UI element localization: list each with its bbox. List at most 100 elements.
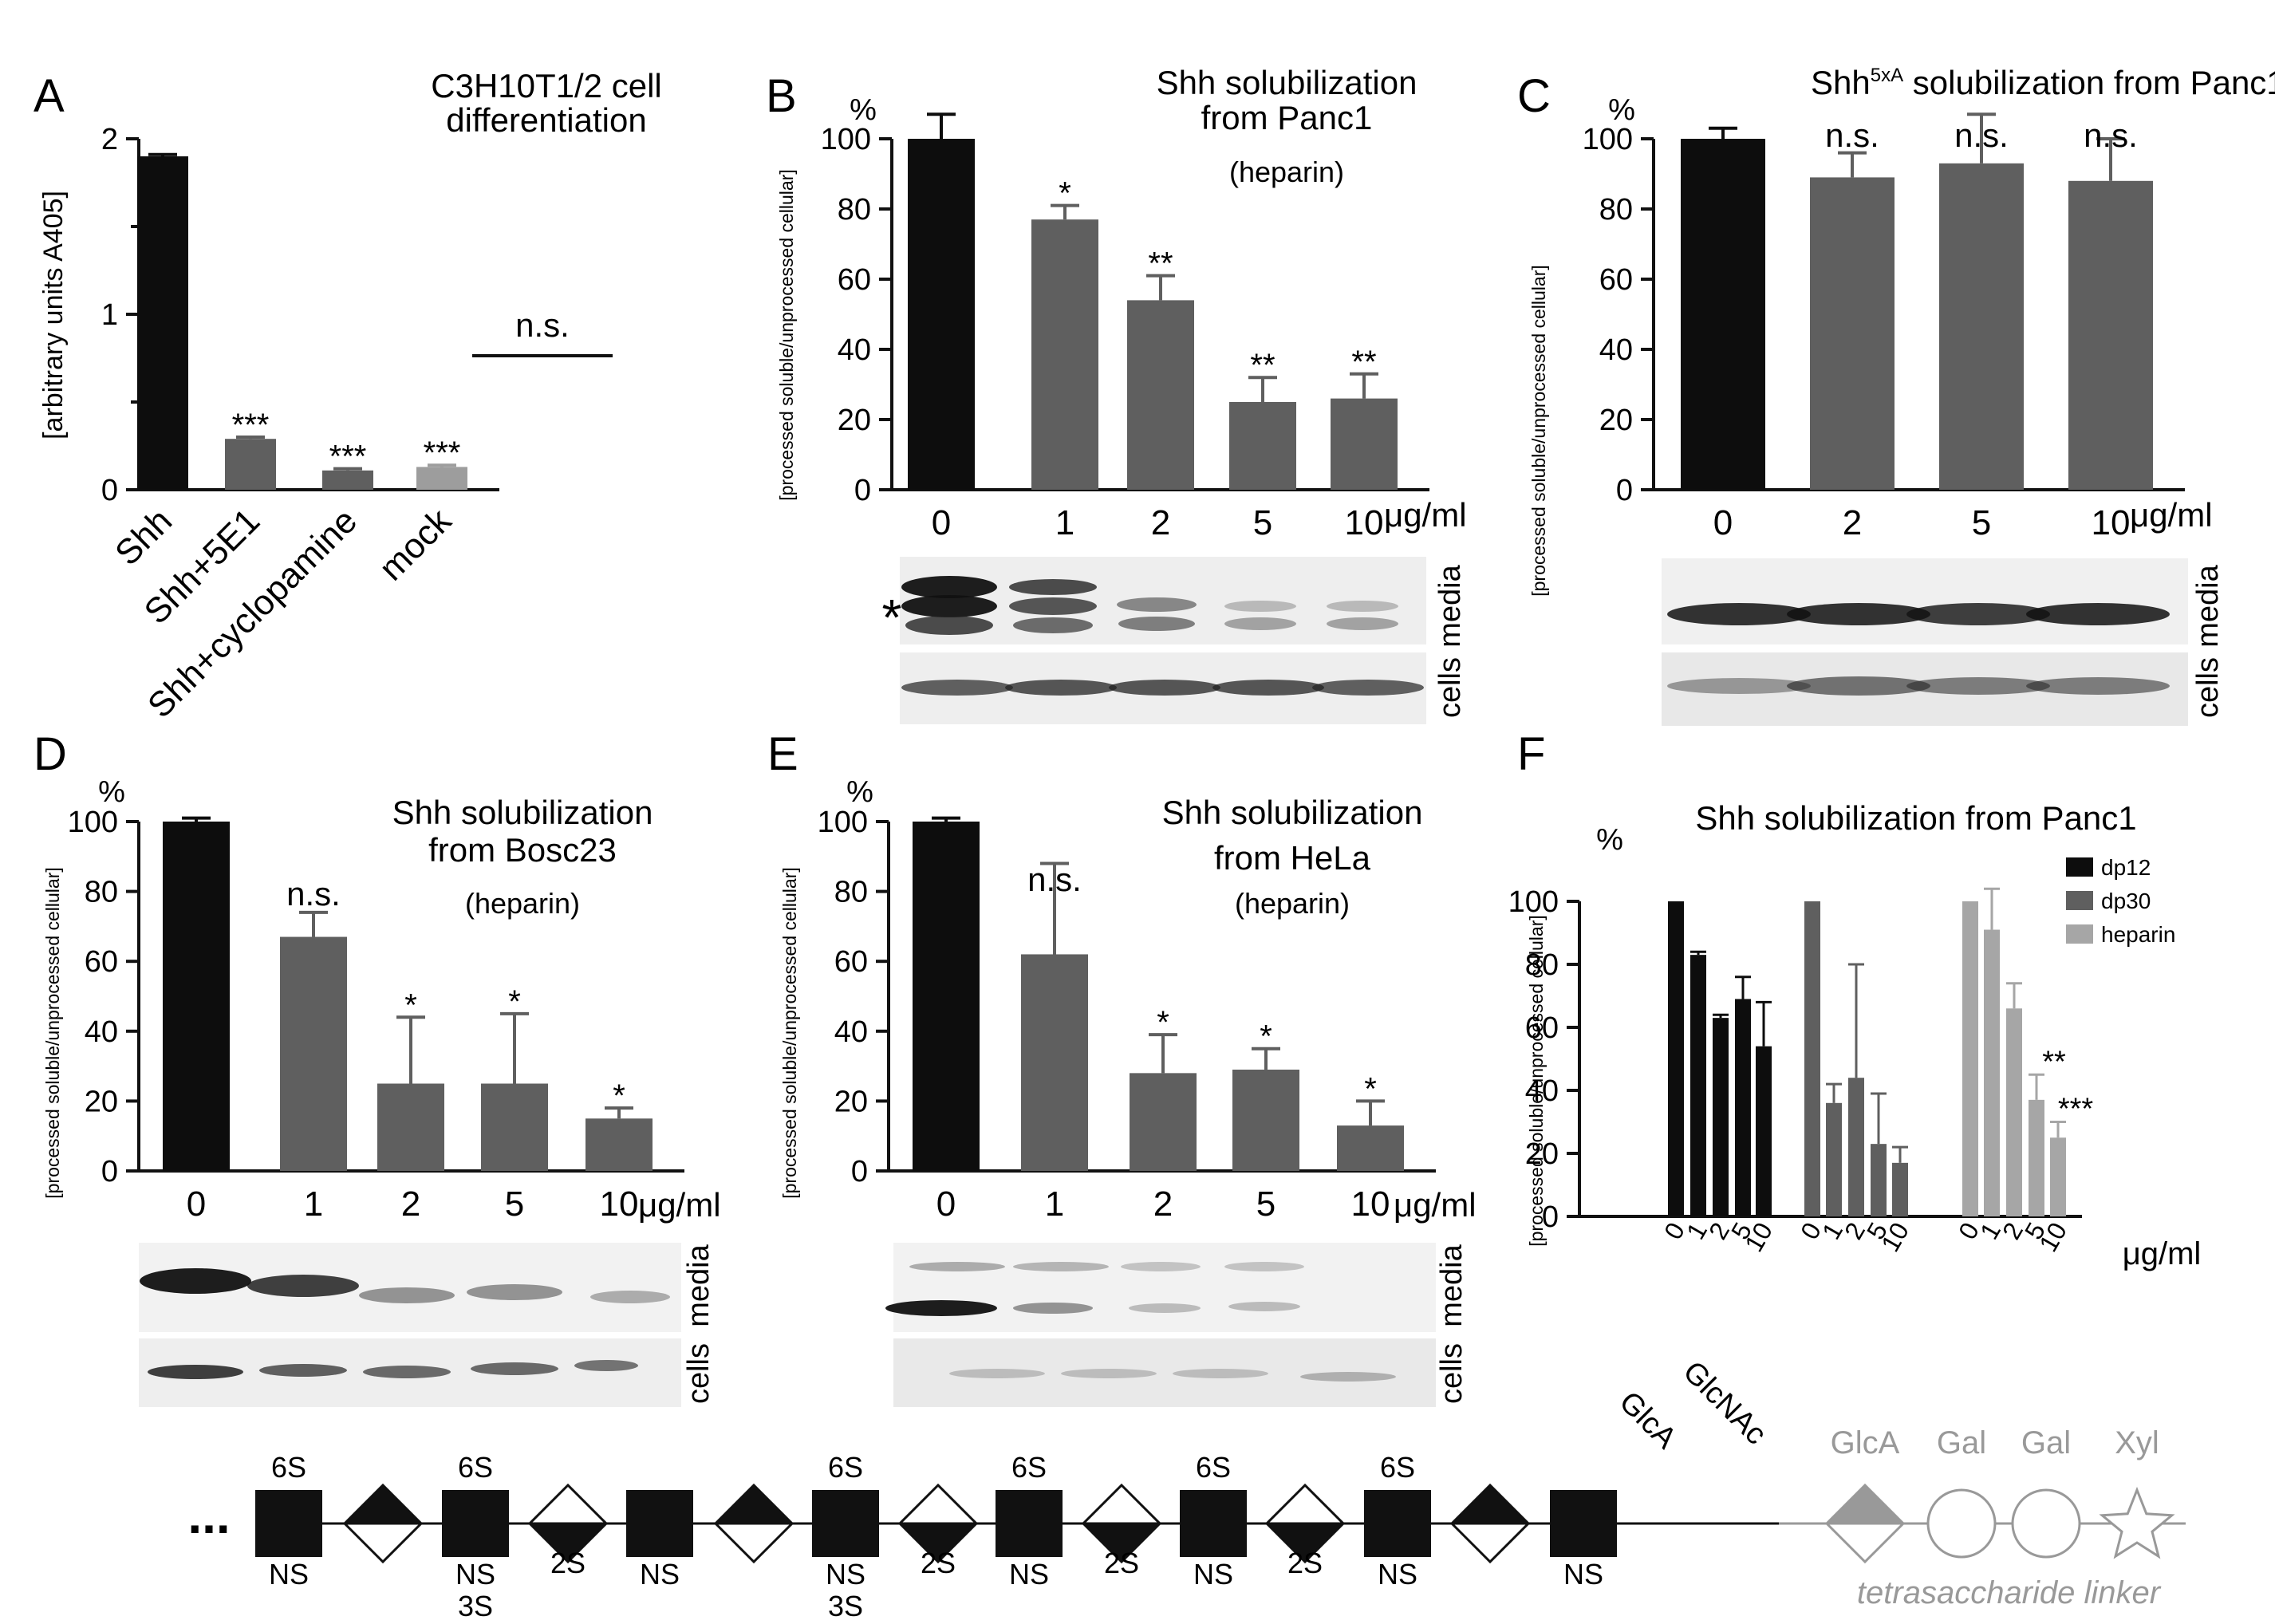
linker-glca-top [1824,1483,1906,1525]
x-tick-label: 0 [187,1184,206,1224]
y-tick-label: 100 [68,806,118,839]
y-tick-label: 0 [1616,474,1633,507]
blot-E-cells [893,1338,1436,1407]
panel-letter: C [1517,70,1551,122]
y-tick-label: 80 [1525,948,1559,982]
x-tick-label: 1 [304,1184,323,1224]
protein-band [359,1287,455,1303]
protein-band [905,616,993,635]
blot-C-cells [1662,652,2188,726]
glcnac-square [1550,1490,1617,1557]
bar [586,1118,653,1171]
sulfation-label-below: NS [1563,1558,1603,1590]
chart-title-line: C3H10T1/2 cell [431,67,661,104]
bar [1331,398,1398,490]
x-tick-label: 0 [932,503,951,542]
x-tick-label: 5 [1972,503,1991,542]
uronic-acid-diamond-bottom [526,1522,609,1564]
linker-gal-circle [1926,1488,1997,1559]
bar-heparin [2029,1099,2044,1216]
sulfation-label-below: 2S [550,1547,586,1579]
bar [280,936,347,1171]
chart-title-line: differentiation [446,101,646,139]
protein-band [1013,1262,1109,1271]
bar-dp30 [1848,1078,1864,1216]
bar-heparin [1984,929,2000,1216]
significance-label: * [404,987,417,1023]
bar-dp12 [1668,901,1684,1216]
sulfation-label-below: 3S [458,1590,493,1622]
legend-label: dp12 [2101,855,2151,880]
protein-band [590,1291,670,1303]
protein-band [1013,617,1093,633]
panel-letter: E [767,728,798,780]
protein-band [1117,597,1197,612]
linker-caption: tetrasaccharide linker [1857,1575,2162,1610]
panel-letter: D [34,728,67,780]
bar [1031,219,1098,490]
uronic-acid-diamond-top [526,1483,609,1525]
x-tick-label: 5 [1256,1184,1275,1224]
chart-subtitle: (heparin) [465,887,580,920]
x-tick-label: 10 [2092,503,2131,542]
uronic-acid-diamond-top [1264,1483,1346,1525]
x-tick-label: 2 [401,1184,420,1224]
blot-label-media: media [682,1244,716,1326]
sulfation-label-above: 6S [271,1451,306,1484]
chart-subtitle: (heparin) [1229,156,1344,188]
protein-band [1118,617,1195,631]
protein-band [1173,1369,1268,1378]
blot-D-media [139,1243,681,1332]
protein-band [1787,603,1930,625]
uronic-acid-diamond-bottom [1264,1522,1346,1564]
y-tick-label: 40 [834,1015,868,1049]
glcnac-square [1364,1490,1431,1557]
significance-label: ** [1351,345,1376,380]
significance-label: *** [329,440,367,475]
y-tick-label: 0 [101,1155,118,1188]
significance-label: *** [232,408,270,443]
protein-band [1327,617,1398,630]
blot-label-cells: cells [2191,657,2225,718]
significance-label: *** [2058,1093,2094,1126]
bar [225,439,276,490]
panel-letter: B [766,70,797,122]
y-tick-label: 0 [854,474,871,507]
protein-band [1109,680,1220,696]
protein-band [363,1366,451,1378]
protein-band [140,1268,251,1294]
blot-B-cells [900,652,1426,724]
protein-band [949,1369,1045,1378]
bar [1939,163,2024,491]
protein-band [885,1300,997,1316]
blot-strip [1662,558,2188,644]
y-unit: % [1608,93,1635,127]
bar [1232,1069,1299,1171]
blot-label-media: media [2191,564,2225,647]
protein-band [471,1362,558,1375]
chart-title-line: Shh solubilization [1162,794,1423,831]
sulfation-label-below: NS [269,1558,309,1590]
y-tick-label: 40 [1599,333,1633,367]
significance-label: * [1364,1071,1377,1106]
chart-title: Shh5xA solubilization from Panc1 [1811,64,2275,101]
legend-swatch [2066,891,2093,910]
sulfation-label-below: NS [1193,1558,1233,1590]
linker-xyl-star [2099,1486,2175,1559]
x-tick-label: 1 [1045,1184,1064,1224]
bar [1127,300,1194,490]
protein-band [1224,1262,1304,1271]
bar-dp30 [1871,1144,1887,1216]
bar [481,1083,548,1171]
bar-dp12 [1735,999,1751,1216]
protein-band [467,1284,562,1300]
chart-title-line: from Bosc23 [428,831,617,869]
significance-label: n.s. [1825,116,1879,154]
x-tick-label: 10 [1875,1218,1914,1257]
uronic-acid-diamond-bottom [341,1522,424,1564]
blot-E-media [885,1243,1436,1332]
protein-band [1312,680,1424,696]
uronic-acid-diamond-bottom [1080,1522,1163,1564]
x-tick-label: 2 [1843,503,1862,542]
protein-band [1224,617,1296,630]
